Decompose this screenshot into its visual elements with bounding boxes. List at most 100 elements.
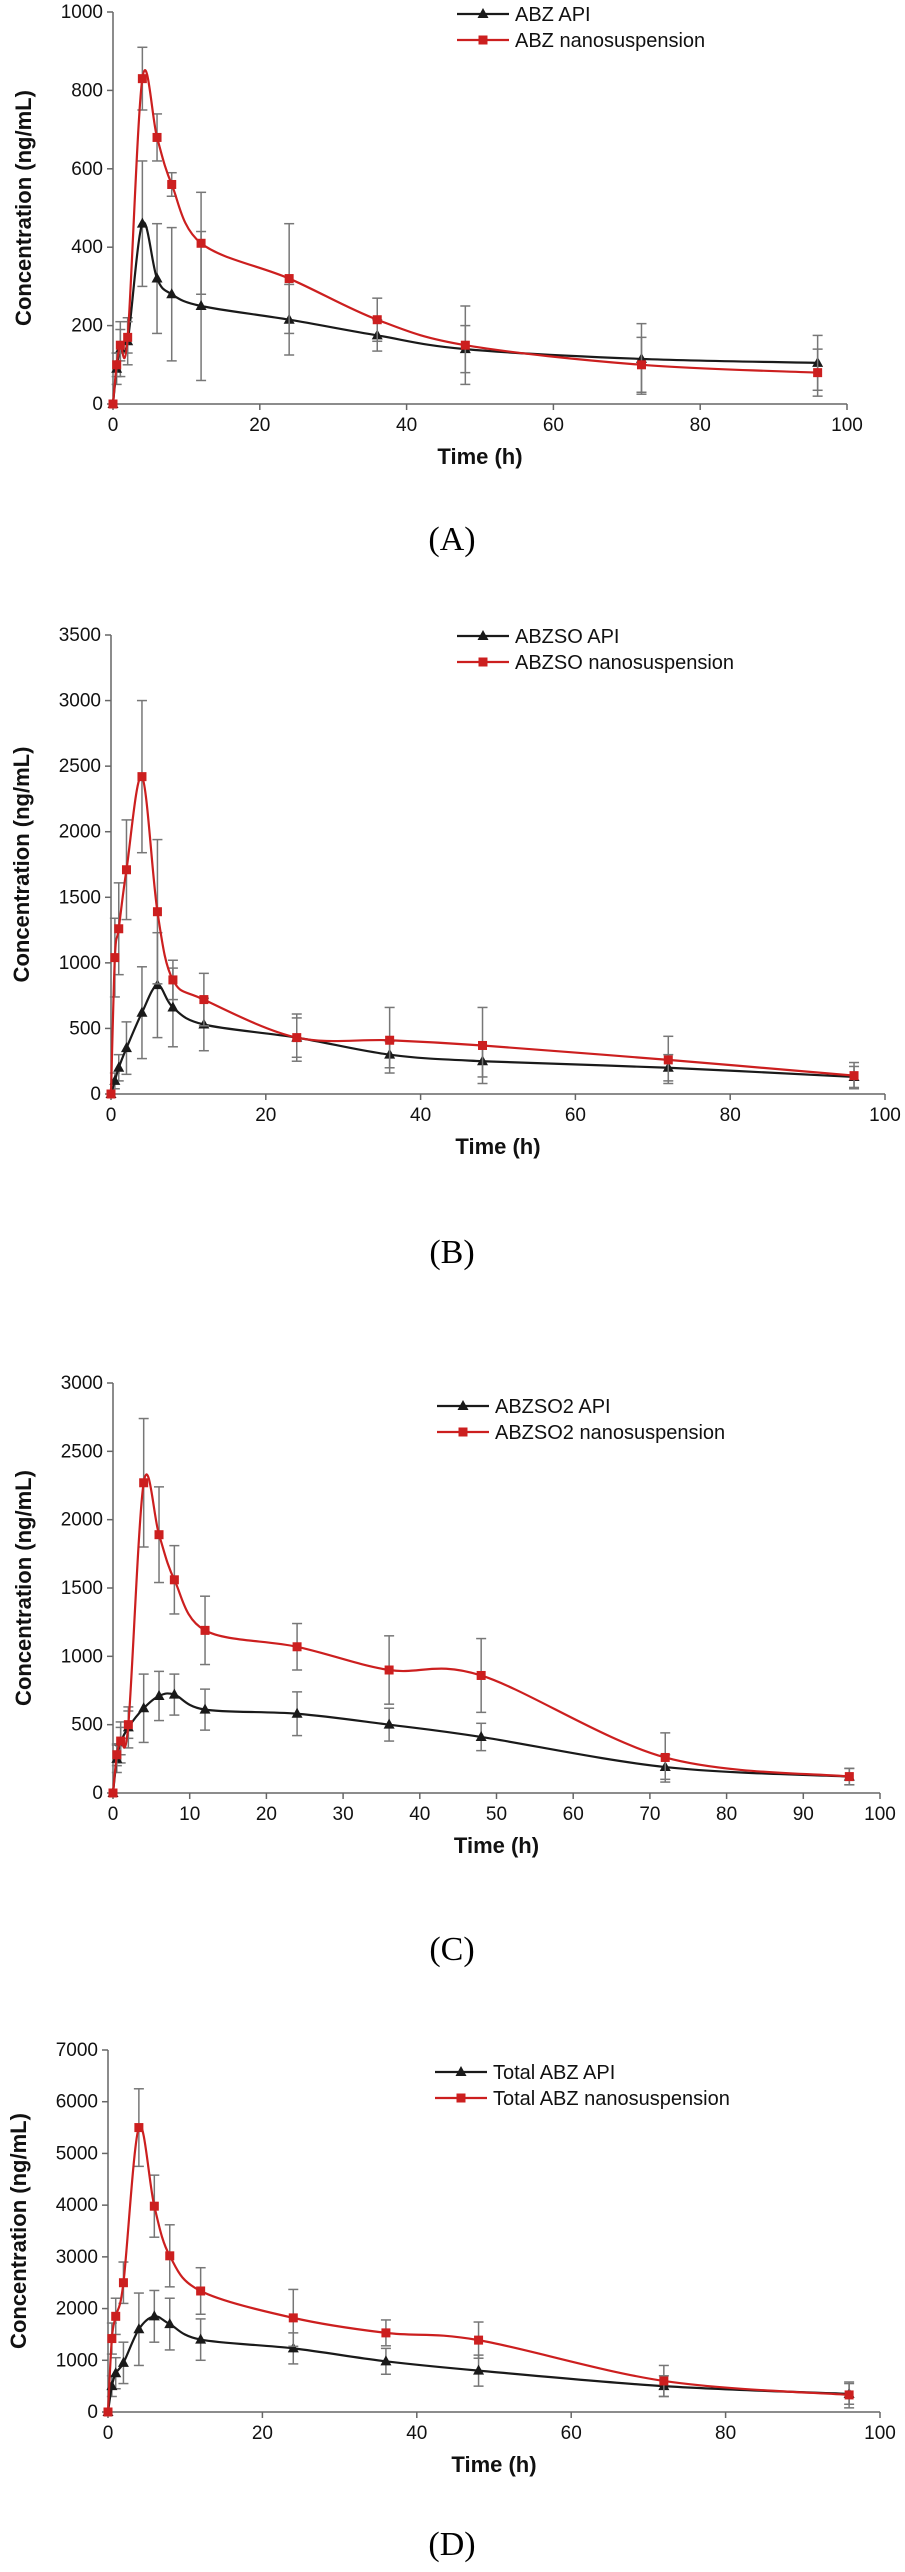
data-point bbox=[107, 2334, 117, 2344]
legend-item-1: ABZSO2 API bbox=[437, 1396, 611, 1418]
data-point bbox=[287, 2342, 299, 2353]
legend-swatch-marker bbox=[477, 8, 489, 18]
x-tick-label: 80 bbox=[720, 1105, 741, 1126]
y-tick-label: 1000 bbox=[56, 2350, 98, 2371]
y-tick-label: 1000 bbox=[61, 2, 103, 23]
data-point bbox=[288, 2313, 298, 2323]
data-point bbox=[136, 1006, 148, 1017]
x-tick-label: 100 bbox=[869, 1105, 901, 1126]
data-point bbox=[121, 865, 131, 875]
data-point bbox=[123, 1720, 133, 1730]
data-point bbox=[152, 132, 162, 142]
x-tick-label: 20 bbox=[249, 415, 270, 436]
data-point bbox=[117, 2356, 129, 2367]
x-tick-label: 60 bbox=[563, 1804, 584, 1825]
legend-swatch-marker bbox=[478, 35, 488, 45]
series-1 bbox=[102, 2289, 855, 2416]
data-point bbox=[136, 217, 148, 228]
legend-swatch-marker bbox=[477, 630, 489, 640]
data-point bbox=[153, 1689, 165, 1700]
y-tick-label: 400 bbox=[71, 237, 103, 258]
panel-caption: (A) bbox=[428, 521, 475, 558]
legend-swatch-marker bbox=[478, 657, 488, 667]
data-point bbox=[139, 1478, 149, 1488]
legend: Total ABZ API Total ABZ nanosuspension bbox=[435, 2062, 730, 2110]
data-point bbox=[168, 975, 178, 985]
legend-item-2: ABZSO2 nanosuspension bbox=[437, 1422, 725, 1444]
data-point bbox=[137, 74, 147, 84]
y-tick-label: 2000 bbox=[61, 1510, 103, 1531]
data-point bbox=[291, 1707, 303, 1718]
legend-label: ABZSO2 API bbox=[495, 1396, 611, 1418]
data-point bbox=[167, 1001, 179, 1012]
x-tick-label: 100 bbox=[864, 1804, 896, 1825]
y-tick-label: 2500 bbox=[61, 1441, 103, 1462]
data-point bbox=[138, 1702, 150, 1713]
y-tick-label: 3500 bbox=[59, 625, 101, 646]
legend-label: Total ABZ nanosuspension bbox=[493, 2088, 730, 2110]
data-point bbox=[164, 2318, 176, 2329]
data-point bbox=[813, 368, 823, 378]
y-tick-label: 7000 bbox=[56, 2040, 98, 2061]
data-point bbox=[292, 1033, 302, 1043]
data-point bbox=[474, 2335, 484, 2345]
x-tick-label: 80 bbox=[716, 1804, 737, 1825]
x-tick-label: 60 bbox=[565, 1105, 586, 1126]
legend: ABZ API ABZ nanosuspension bbox=[457, 4, 705, 52]
legend-item-2: Total ABZ nanosuspension bbox=[435, 2088, 730, 2110]
y-tick-label: 600 bbox=[71, 159, 103, 180]
data-point bbox=[134, 2123, 144, 2133]
x-tick-label: 60 bbox=[543, 415, 564, 436]
x-tick-label: 60 bbox=[561, 2423, 582, 2444]
legend: ABZSO API ABZSO nanosuspension bbox=[457, 626, 734, 674]
data-point bbox=[108, 1788, 118, 1798]
y-axis-label: Concentration (ng/mL) bbox=[6, 2113, 31, 2349]
data-point bbox=[166, 288, 178, 299]
x-tick-label: 10 bbox=[179, 1804, 200, 1825]
x-tick-label: 100 bbox=[831, 415, 863, 436]
data-point bbox=[133, 2323, 145, 2334]
x-axis-label: Time (h) bbox=[455, 1134, 540, 1159]
data-point bbox=[844, 1772, 854, 1782]
x-tick-label: 80 bbox=[690, 415, 711, 436]
y-tick-label: 0 bbox=[90, 1084, 101, 1105]
legend-item-2: ABZ nanosuspension bbox=[457, 30, 705, 52]
data-point bbox=[152, 907, 162, 917]
x-tick-label: 20 bbox=[256, 1804, 277, 1825]
data-point bbox=[196, 238, 206, 248]
data-point bbox=[169, 1575, 179, 1585]
data-point bbox=[384, 1665, 394, 1675]
series-2 bbox=[103, 2088, 855, 2417]
legend-item-1: Total ABZ API bbox=[435, 2062, 615, 2084]
data-point bbox=[380, 2355, 392, 2366]
data-point bbox=[476, 1670, 486, 1680]
data-point bbox=[168, 1688, 180, 1699]
x-tick-label: 0 bbox=[103, 2423, 114, 2444]
data-point bbox=[385, 1035, 395, 1045]
x-tick-label: 40 bbox=[406, 2423, 427, 2444]
x-axis-label: Time (h) bbox=[454, 1833, 539, 1858]
chart-panel-1: 0 200 400 600 800 1000 0 20 40 60 80 100 Time (h) Con… bbox=[11, 2, 863, 558]
data-point bbox=[112, 360, 122, 370]
data-point bbox=[381, 2328, 391, 2338]
chart-panel-4: 0 1000 2000 3000 4000 5000 6000 7000 0 20 40 60 80 10… bbox=[6, 2040, 896, 2563]
panel-caption: (B) bbox=[429, 1234, 474, 1271]
series-2 bbox=[106, 699, 860, 1099]
panel-caption: (C) bbox=[429, 1931, 474, 1968]
legend: ABZSO2 API ABZSO2 nanosuspension bbox=[437, 1396, 725, 1444]
data-point bbox=[195, 300, 207, 310]
legend-item-1: ABZ API bbox=[457, 4, 591, 26]
y-tick-label: 2000 bbox=[59, 822, 101, 843]
data-point bbox=[475, 1730, 487, 1741]
data-point bbox=[478, 1040, 488, 1050]
data-point bbox=[372, 315, 382, 325]
y-tick-label: 2000 bbox=[56, 2299, 98, 2320]
y-tick-label: 0 bbox=[92, 1783, 103, 1804]
data-point bbox=[195, 2333, 207, 2344]
y-tick-label: 1500 bbox=[61, 1578, 103, 1599]
legend-swatch-marker bbox=[458, 1427, 468, 1437]
legend-swatch-marker bbox=[455, 2066, 467, 2076]
data-point bbox=[114, 924, 124, 934]
data-point bbox=[849, 1071, 859, 1081]
